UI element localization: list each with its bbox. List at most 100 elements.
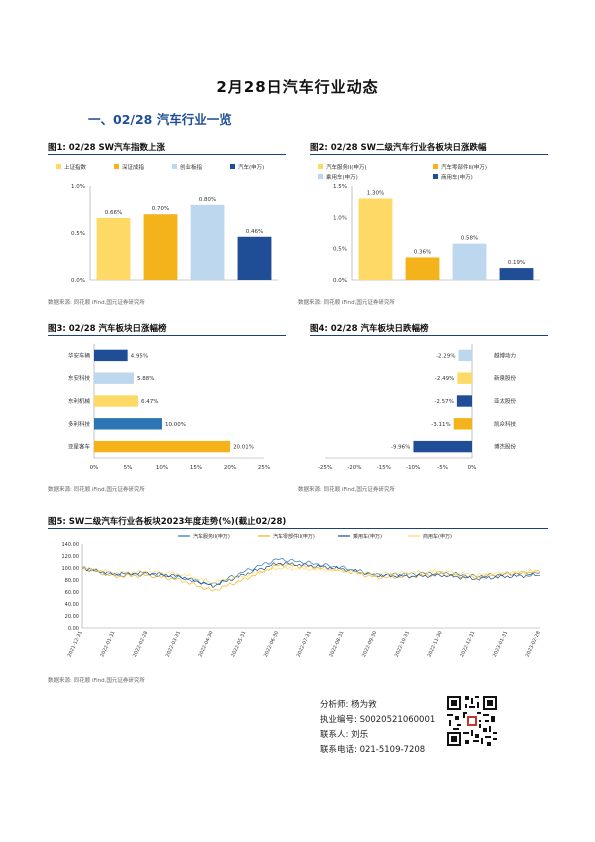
qr-code-icon [445, 694, 499, 748]
y-tick-label: 40.00 [65, 602, 79, 608]
x-tick-label: 2022-07-31 [296, 630, 313, 658]
y-tick-label: 0.0% [71, 278, 85, 284]
y-tick-label: 60.00 [65, 590, 79, 596]
data-label: 0.70% [152, 206, 169, 212]
category-label: 东安科技 [68, 374, 91, 382]
x-tick-label: 2023-01-31 [492, 630, 509, 658]
fig3-source: 数据来源: 同花顺 iFind,国元证券研究所 [48, 487, 145, 493]
y-tick-label: 140.00 [62, 542, 80, 548]
fig5-title-rule [48, 528, 548, 529]
data-label: 0.66% [105, 210, 122, 216]
fig1-source: 数据来源: 同花顺 iFind,国元证券研究所 [48, 300, 145, 306]
category-label: 多利科技 [68, 420, 91, 428]
x-tick-label: 10% [156, 465, 168, 471]
data-label: 0.19% [508, 260, 525, 266]
data-label: 0.36% [414, 249, 431, 255]
fig4-title-rule [310, 335, 548, 336]
y-tick-label: 120.00 [62, 554, 80, 560]
x-tick-label: -15% [377, 465, 391, 471]
analyst-license: 执业编号: S0020521060001 [320, 715, 436, 725]
bar [94, 349, 128, 362]
contact-phone: 联系电话: 021-5109-7208 [320, 745, 426, 755]
x-tick-label: 2022-06-30 [263, 630, 280, 658]
category-label: 博杰股份 [494, 443, 517, 451]
fig1-bar-chart: 上证指数 深证成指 创业板指 汽车(申万) 0.0% 0.5% 1.0% 0.66% 0.70%… [56, 163, 278, 284]
data-label: -2.49% [435, 376, 454, 382]
legend-label: 乘用车(申万) [353, 533, 382, 540]
bar [452, 243, 487, 280]
bar [358, 198, 393, 280]
section-title: 一、02/28 汽车行业一览 [88, 112, 232, 127]
fig2-source: 数据来源: 同花顺 iFind,国元证券研究所 [298, 300, 395, 306]
legend-swatch [433, 164, 438, 169]
x-tick-label: 2022-08-31 [328, 630, 345, 658]
category-label: 亚太股份 [494, 397, 517, 405]
data-label: -2.29% [436, 353, 455, 359]
category-label: 新泉股份 [494, 374, 517, 382]
legend-label: 深证成指 [122, 163, 145, 171]
legend-label: 商用车(申万) [441, 173, 473, 181]
bar [94, 418, 162, 430]
category-label: 越博动力 [494, 351, 516, 359]
x-tick-label: -25% [318, 465, 332, 471]
bar [190, 204, 225, 280]
legend-swatch [114, 164, 119, 169]
x-tick-label: -5% [437, 465, 448, 471]
x-tick-label: 2022-04-30 [197, 630, 214, 658]
legend-label: 商用车(申万) [423, 533, 452, 540]
x-tick-label: 5% [124, 465, 133, 471]
legend-label: 汽车服务II(申万) [193, 533, 230, 540]
y-tick-label: 100.00 [62, 566, 80, 572]
bar [457, 372, 472, 384]
series-line [81, 563, 541, 592]
y-tick-label: 1.0% [333, 215, 347, 221]
x-tick-label: 2022-01-31 [99, 630, 116, 658]
fig4-hbar-chart: -25% -20% -15% -10% -5% 0% 越博动力 -2.29% 新泉股份 -2.49… [318, 344, 517, 471]
legend-label: 汽车(申万) [238, 163, 264, 171]
fig2-title: 图2: 02/28 SW二级汽车行业各板块日涨跌幅 [310, 143, 487, 153]
x-tick-label: 20% [224, 465, 236, 471]
x-tick-label: 2022-05-31 [230, 630, 247, 658]
fig3-title: 图3: 02/28 汽车板块日涨幅榜 [48, 324, 167, 334]
x-tick-label: 2022-12-31 [459, 630, 476, 658]
category-label: 东利机械 [68, 397, 91, 405]
x-tick-label: 2021-12-31 [67, 630, 84, 658]
legend-label: 汽车零部件II(申万) [273, 533, 315, 540]
data-label: 6.47% [141, 399, 158, 405]
data-label: 10.00% [165, 422, 186, 428]
fig4-title: 图4: 02/28 汽车板块日跌幅榜 [310, 324, 429, 334]
y-tick-label: 1.0% [71, 184, 85, 190]
data-label: -9.96% [391, 445, 410, 451]
y-tick-label: 80.00 [65, 578, 79, 584]
x-tick-label: 2022-02-28 [132, 630, 149, 658]
legend-label: 上证指数 [64, 163, 87, 171]
legend-swatch [318, 174, 323, 179]
data-label: 0.80% [199, 197, 216, 203]
x-tick-label: 0% [468, 465, 477, 471]
fig5-title: 图5: SW二级汽车行业各板块2023年度走势(%)(截止02/28) [48, 517, 287, 527]
data-label: -2.57% [434, 399, 453, 405]
fig4-source: 数据来源: 同花顺 iFind,国元证券研究所 [298, 487, 395, 493]
fig5-line-chart: 汽车服务II(申万) 汽车零部件II(申万) 乘用车(申万) 商用车(申万)0.002… [62, 533, 542, 658]
legend-label: 汽车零部件II(申万) [441, 163, 487, 171]
y-tick-label: 0.0% [333, 278, 347, 284]
bar [405, 257, 440, 280]
x-tick-label: -10% [406, 465, 420, 471]
legend-swatch [172, 164, 177, 169]
y-tick-label: 1.5% [333, 184, 347, 190]
bar [94, 395, 138, 407]
bar [237, 236, 272, 280]
bar [94, 440, 231, 453]
fig3-title-rule [48, 335, 286, 336]
legend-swatch [56, 164, 61, 169]
bar [458, 349, 472, 362]
x-tick-label: 2022-03-31 [165, 630, 182, 658]
bar [96, 217, 131, 280]
x-tick-label: 2023-02-28 [525, 630, 542, 658]
category-label: 华安车辆 [68, 351, 91, 359]
legend-swatch [318, 164, 323, 169]
x-tick-label: 15% [190, 465, 202, 471]
fig3-hbar-chart: 0% 5% 10% 15% 20% 25% 华安车辆 4.95% 东安科技 5.88% 东利机械 6.… [68, 344, 270, 471]
contact-person: 联系人: 刘乐 [320, 730, 369, 740]
category-label: 凯众科技 [494, 420, 517, 428]
